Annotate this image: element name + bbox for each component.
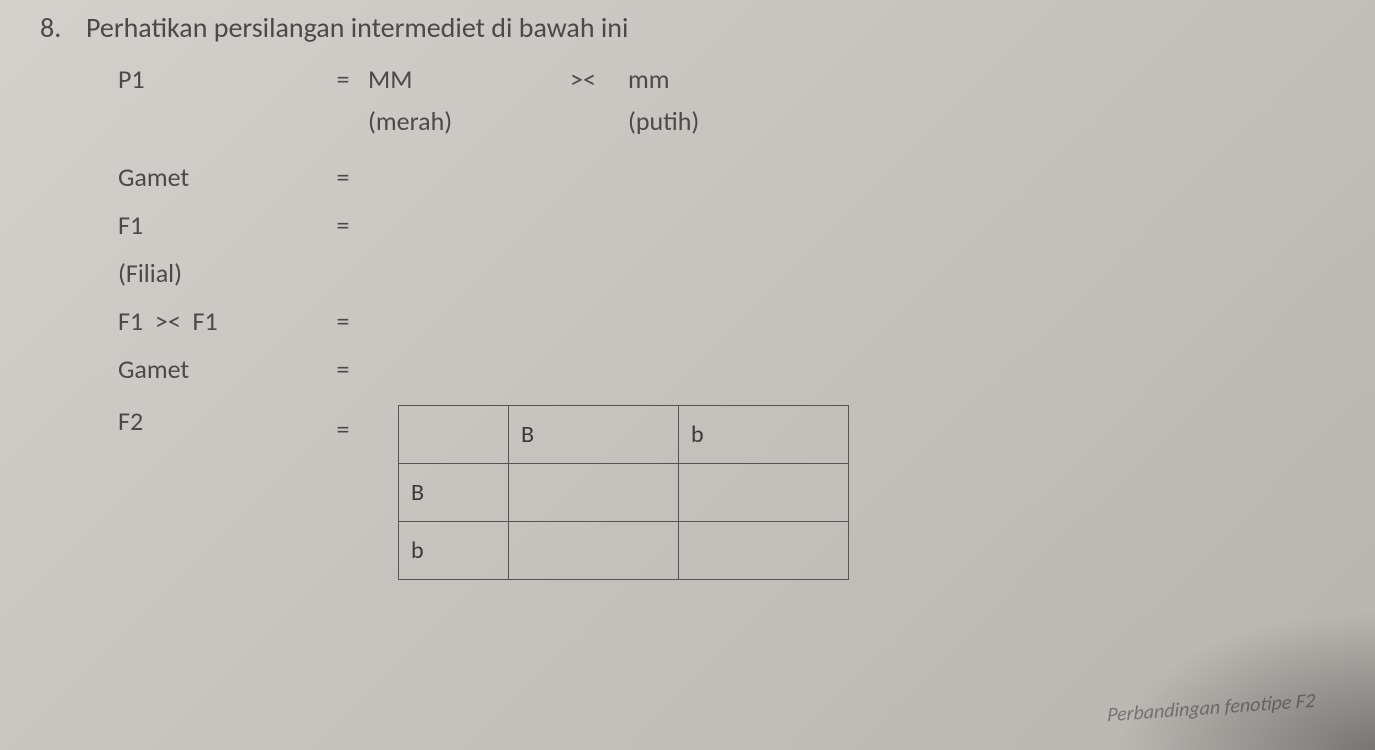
punnett-corner [399,406,509,464]
gamet2-eq: = [318,353,368,385]
punnett-cell [679,522,849,580]
p1-pheno1: (merah) [368,105,538,137]
f1cross-line: F1 >< F1 = [118,305,1335,337]
f1cross-label: F1 >< F1 [118,305,318,337]
p1-label: P1 [118,63,318,95]
p1-phenotype-line: (merah) (putih) [118,105,1335,137]
question-text: Perhatikan persilangan intermediet di ba… [86,10,628,45]
worksheet-page: 8. Perhatikan persilangan intermediet di… [0,0,1375,590]
punnett-cell [679,464,849,522]
f1cross-eq: = [318,305,368,337]
f1-eq: = [318,209,368,241]
p1-eq: = [318,63,368,95]
punnett-row-header: b [399,522,509,580]
footer-note: Perbandingan fenotipe F2 [1106,689,1315,728]
gamet1-label: Gamet [118,161,318,193]
page-shadow [1115,610,1375,750]
f1-label: F1 [118,209,318,241]
punnett-col-header: B [509,406,679,464]
punnett-row-header: B [399,464,509,522]
punnett-cell [509,522,679,580]
p1-line: P1 = MM >< mm [118,63,1335,95]
question-number: 8. [40,10,68,45]
f1-line: F1 = [118,209,1335,241]
table-row: b [399,522,849,580]
question-content: P1 = MM >< mm (merah) (putih) Gamet = F1… [118,63,1335,580]
p1-parent1: MM [368,63,538,95]
table-row: B [399,464,849,522]
filial-label: (Filial) [118,257,318,289]
table-row: B b [399,406,849,464]
gamet1-line: Gamet = [118,161,1335,193]
gamet2-label: Gamet [118,353,318,385]
gamet2-line: Gamet = [118,353,1335,385]
f2-eq: = [318,405,368,445]
question-header: 8. Perhatikan persilangan intermediet di… [40,10,1335,45]
punnett-cell [509,464,679,522]
punnett-square: B b B b [398,405,849,580]
punnett-col-header: b [679,406,849,464]
gamet1-eq: = [318,161,368,193]
f2-label: F2 [118,405,318,437]
p1-cross: >< [538,63,628,95]
f2-row: F2 = B b B b [118,405,1335,580]
p1-parent2: mm [628,63,798,95]
filial-line: (Filial) [118,257,1335,289]
p1-pheno2: (putih) [628,105,798,137]
